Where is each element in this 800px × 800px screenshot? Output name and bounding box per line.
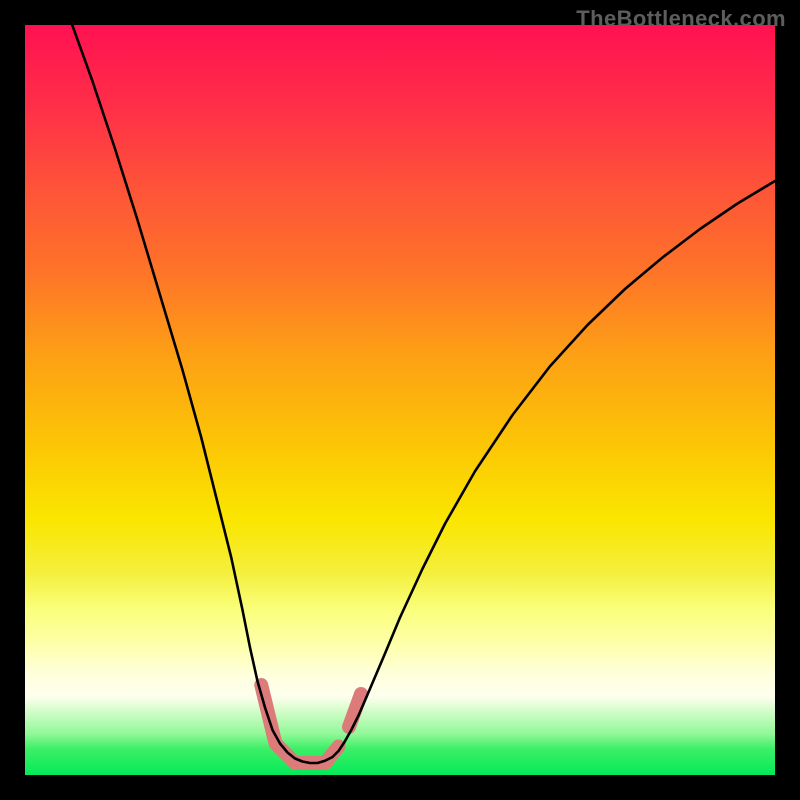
plot-svg (25, 25, 775, 775)
gradient-background (25, 25, 775, 775)
plot-area (25, 25, 775, 775)
chart-root: TheBottleneck.com (0, 0, 800, 800)
